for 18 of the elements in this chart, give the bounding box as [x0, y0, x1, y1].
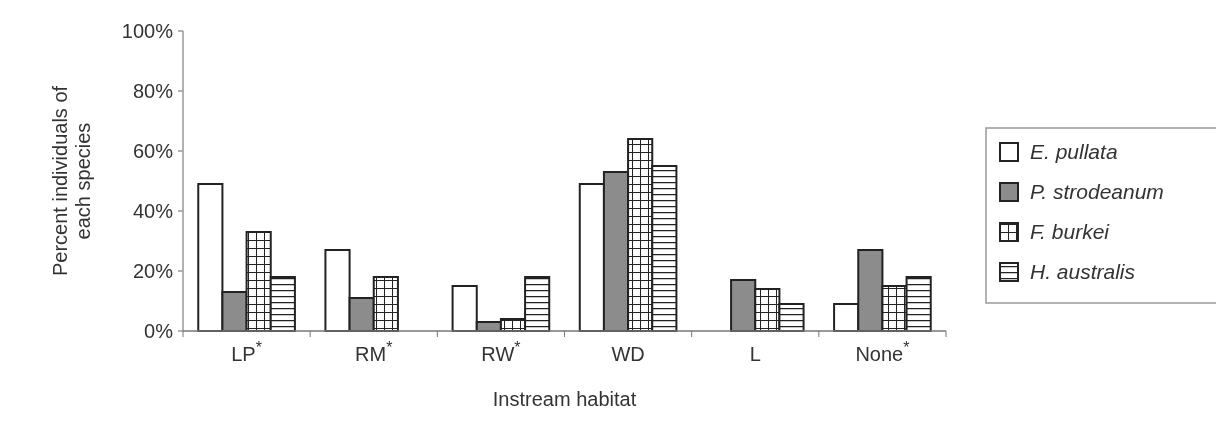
x-tick-label: RM$^{*}$ [355, 338, 393, 365]
x-tick-label: RW$^{*}$ [481, 338, 521, 365]
y-tick-label: 20% [132, 260, 174, 282]
x-tick-label: LP$^{*}$ [231, 338, 262, 365]
legend-label: E. pullata [1030, 140, 1118, 164]
y-tick-label: 40% [132, 200, 174, 222]
legend-label: H. australis [1030, 260, 1136, 284]
x-tick-label: None$^{*}$ [855, 338, 910, 365]
y-tick-label: 0% [144, 320, 174, 342]
y-axis-title: Percent individuals of each species [49, 85, 94, 277]
y-tick-label: 60% [132, 140, 174, 162]
y-tick-label: 100% [121, 20, 174, 42]
legend-label: F. burkei [1030, 220, 1111, 244]
y-tick-label: 80% [132, 80, 174, 102]
x-tick-label: WD [611, 343, 645, 365]
legend-label: P. strodeanum [1030, 180, 1164, 204]
x-tick-label: L [749, 343, 761, 365]
x-axis-title: Instream habitat [492, 388, 637, 410]
